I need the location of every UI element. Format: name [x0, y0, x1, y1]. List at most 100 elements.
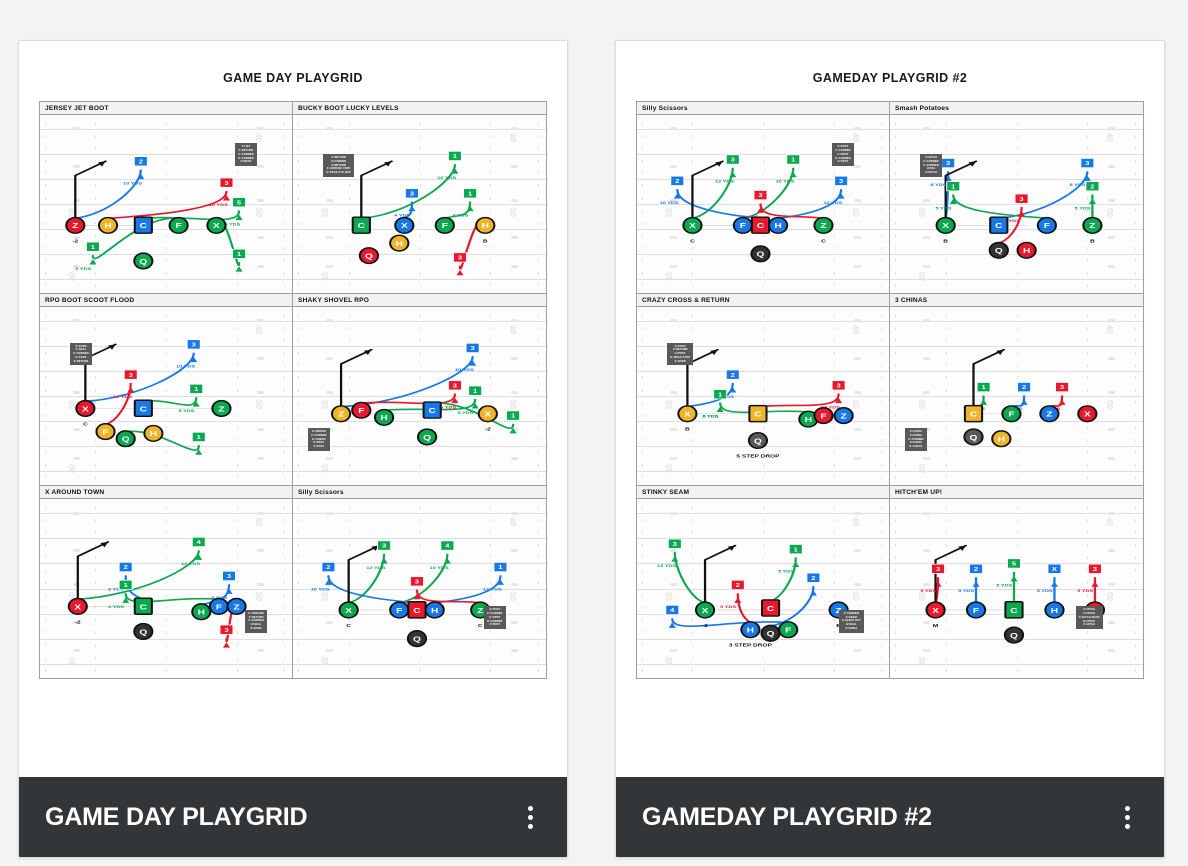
field-hash-mark: [298, 531, 300, 535]
field-hash-mark: [284, 209, 286, 213]
field-hash-mark: [166, 184, 167, 188]
field-hash-mark: [881, 147, 883, 151]
field-hash-mark: [881, 339, 883, 343]
document-title: GAME DAY PLAYGRID: [45, 802, 308, 831]
player-label: F: [1044, 222, 1051, 230]
field-marker-glyph: [853, 236, 861, 240]
route-number-chip: [670, 175, 685, 186]
field-hash-mark: [166, 134, 167, 138]
field-hash-mark: [881, 246, 883, 250]
field-marker-glyph: [1107, 356, 1115, 360]
play-name-header: STINKY SEAM: [637, 486, 889, 499]
route-yardage-label: 12 YDS: [366, 566, 386, 571]
player-marker: [1039, 405, 1060, 423]
field-hash-mark: [298, 656, 300, 660]
playbook-card-2[interactable]: GAMEDAY PLAYGRID #2 Silly Scissors 50 50 40 4…: [615, 40, 1165, 858]
field-hash-mark: [45, 271, 47, 275]
play-cell[interactable]: HITCH'EM UP! 50 50 40 40 5 YDS 5 YDS 5 YDS 5 YDS…: [890, 486, 1143, 678]
svg-text:3: 3: [936, 567, 941, 573]
field-hash-mark: [833, 463, 835, 467]
field-hash-mark: [642, 221, 644, 225]
player-label: Q: [995, 247, 1003, 255]
field-hash-mark: [642, 314, 644, 318]
field-hash-mark: [95, 506, 97, 510]
field-hash-mark: [166, 556, 167, 560]
field-hash-mark: [490, 463, 492, 467]
route-yardage-label: 5 YDS: [1004, 219, 1021, 224]
field-hash-mark: [298, 643, 300, 647]
field-marker-glyph: [256, 198, 264, 202]
route-number-chip: [1006, 558, 1022, 569]
player-tag: -2: [72, 239, 78, 244]
field-marker-glyph: [853, 456, 861, 460]
kebab-menu-icon[interactable]: [522, 800, 539, 835]
football-field: 50 50 40 40 10 YDS 10 YDS 5 YDS 3 3 1 1 X C F C Q H Z X=OV…: [40, 307, 292, 485]
field-hash-mark: [642, 401, 644, 405]
play-cell[interactable]: RPO BOOT SCOOT FLOOD 50 50 40 40 10 YDS 10 YDS…: [40, 294, 293, 486]
play-cell[interactable]: SHAKY SHOVEL RPO 50 50 40 40 10 YDS 10 YDS 5 YD…: [293, 294, 546, 486]
field-hash-mark: [945, 171, 947, 175]
field-marker-glyph: [72, 511, 80, 515]
route-yardage-label: 5 YDS: [778, 569, 795, 574]
field-hash-mark: [419, 171, 421, 175]
field-marker-glyph: [325, 127, 333, 131]
field-hash-mark: [1135, 134, 1137, 138]
field-hash-mark: [490, 518, 492, 522]
field-hash-mark: [490, 314, 492, 318]
playbook-card-1[interactable]: GAME DAY PLAYGRID JERSEY JET BOOT 50 50 40 40…: [18, 40, 568, 858]
field-hash-mark: [881, 196, 883, 200]
field-hash-mark: [236, 122, 238, 126]
play-cell[interactable]: Smash Potatoes 50 50 40 40 8 YDS 8 YDS 5 YDS 5 Y…: [890, 102, 1143, 294]
field-hash-mark: [166, 506, 167, 510]
kebab-dot: [1125, 814, 1130, 820]
field-hash-mark: [236, 246, 238, 250]
field-marker-glyph: [510, 236, 518, 240]
field-hash-mark: [763, 463, 764, 467]
field-hash-mark: [284, 543, 286, 547]
field-hash-mark: [642, 593, 644, 597]
field-yard-line: [40, 278, 292, 280]
field-marker-glyph: [256, 264, 264, 268]
field-hash-mark: [538, 643, 540, 647]
player-tag: -2: [75, 620, 81, 625]
field-hash-mark: [763, 426, 764, 430]
play-cell[interactable]: Silly Scissors 50 50 40 40 12 YDS 10 YDS 10 YDS…: [293, 486, 546, 678]
field-hash-mark: [945, 543, 947, 547]
field-hash-mark: [298, 221, 300, 225]
field-hash-mark: [1135, 593, 1137, 597]
player-marker: [477, 405, 498, 423]
field-hash-mark: [1016, 669, 1018, 673]
play-cell[interactable]: STINKY SEAM 50 50 40 40 12 YDS 5 YDS 5 YDS 3 1 2 2 4…: [637, 486, 890, 678]
field-hash-mark: [348, 556, 350, 560]
field-hash-mark: [881, 426, 883, 430]
play-route-diagram: 10 YDS 10 YDS 10 YDS 5 YDS 2 3 5 1 1 Z -2 H C F X Q: [65, 156, 247, 272]
field-yard-line: [637, 179, 889, 181]
field-hash-mark: [692, 476, 694, 480]
play-cell[interactable]: Silly Scissors 50 50 40 40 12 YDS 10 YDS 10 YDS…: [637, 102, 890, 294]
field-hash-mark: [348, 326, 350, 330]
field-marker-glyph: [922, 549, 930, 553]
field-hash-mark: [348, 518, 350, 522]
field-yard-line: [637, 663, 889, 665]
player-marker: [1082, 216, 1103, 234]
field-hash-mark: [881, 581, 883, 585]
field-hash-mark: [348, 196, 350, 200]
field-yard-line: [293, 538, 546, 540]
kebab-menu-icon[interactable]: [1119, 800, 1136, 835]
field-marker-glyph: [669, 549, 677, 553]
field-hash-mark: [45, 401, 47, 405]
play-cell[interactable]: JERSEY JET BOOT 50 50 40 40 10 YDS 10 YDS 10 YD…: [40, 102, 293, 294]
field-hash-mark: [538, 426, 540, 430]
field-hash-mark: [833, 618, 835, 622]
player-label: F: [216, 603, 223, 611]
play-cell[interactable]: BUCKY BOOT LUCKY LEVELS 50 50 40 40 10 YDS 4 Y…: [293, 102, 546, 294]
field-hash-mark: [895, 656, 897, 660]
field-hash-mark: [419, 246, 421, 250]
field-hash-mark: [298, 388, 300, 392]
route-number-chip: [447, 150, 463, 161]
field-hash-mark: [1016, 556, 1018, 560]
field-marker-glyph: [72, 236, 80, 240]
